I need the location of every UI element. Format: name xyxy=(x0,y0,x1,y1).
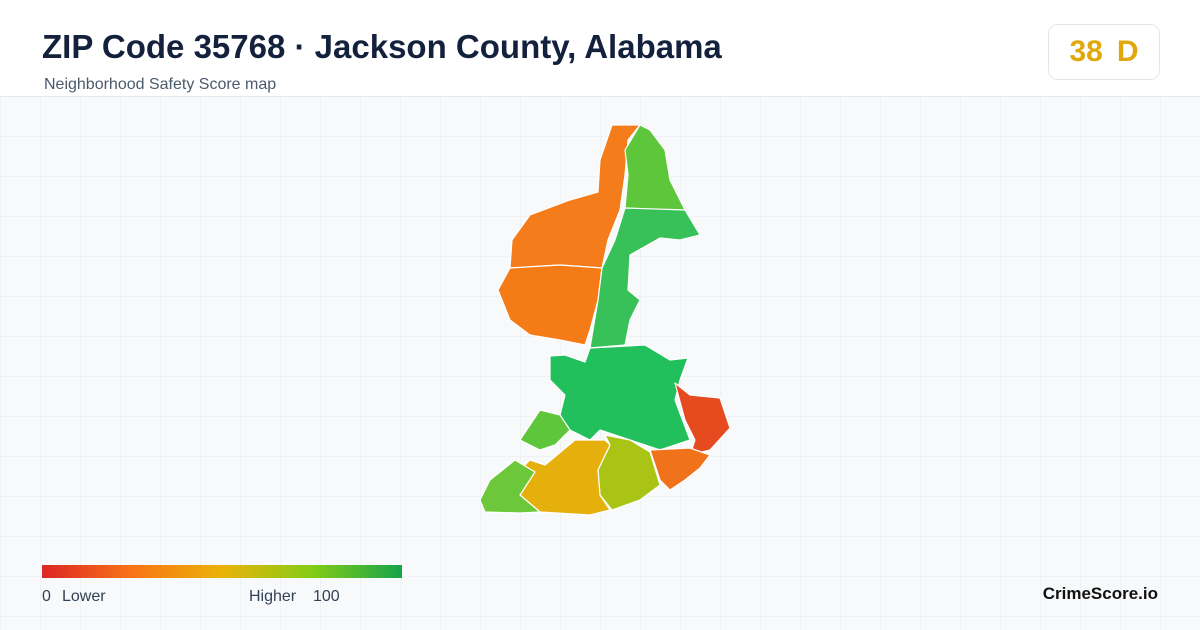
legend-max-label: Higher xyxy=(249,588,297,605)
subtitle: Neighborhood Safety Score map xyxy=(44,76,277,93)
legend-min-label: Lower xyxy=(62,588,106,605)
map-regions xyxy=(479,124,731,516)
region xyxy=(589,207,701,349)
legend-min: 0 xyxy=(42,588,51,605)
title: ZIP Code 35768 · Jackson County, Alabama xyxy=(42,28,722,65)
score: 38 xyxy=(1069,35,1103,68)
region xyxy=(519,409,571,451)
region xyxy=(479,459,541,514)
region xyxy=(674,382,731,456)
region xyxy=(649,447,711,491)
legend-gradient xyxy=(42,565,402,578)
grade: D xyxy=(1116,35,1139,68)
region xyxy=(549,344,691,451)
header xyxy=(0,0,1200,97)
brand: CrimeScore.io xyxy=(1042,584,1158,603)
legend-max: 100 xyxy=(313,588,340,605)
score-badge: 38 D xyxy=(1048,24,1160,80)
region xyxy=(497,264,603,346)
